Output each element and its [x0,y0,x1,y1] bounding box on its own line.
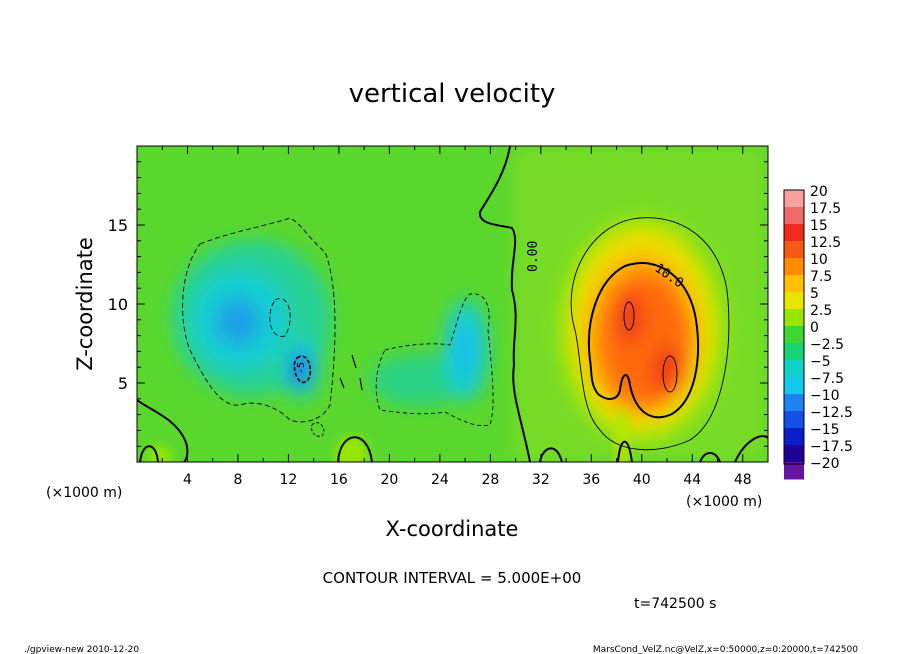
colorbar-swatch [784,462,804,480]
x-tick-label: 8 [233,472,242,488]
colorbar-label: −7.5 [810,371,844,387]
x-tick-label: 48 [734,472,752,488]
x-tick-label: 12 [280,472,298,488]
x-tick-label: 40 [633,472,651,488]
z-axis-label: Z-coordinate [73,237,97,371]
contour-interval-text: CONTOUR INTERVAL = 5.000E+00 [323,569,582,587]
colorbar-swatch [784,241,804,259]
colorbar-label: 2.5 [810,303,832,319]
z-tick-label: 15 [108,216,128,235]
time-label: t=742500 s [634,596,716,612]
colorbar-label: −17.5 [810,439,853,455]
contour-15-a [623,301,635,331]
footer-right: MarsCond_VelZ.nc@VelZ,x=0:50000,z=0:2000… [593,645,858,654]
z-unit-label: (×1000 m) [46,485,122,501]
colorbar-swatch [784,411,804,429]
downdraft-center [370,300,488,406]
x-tick-label: 28 [481,472,499,488]
zero-contour-bump-2 [337,436,373,462]
x-tick-label: 16 [330,472,348,488]
updraft [560,218,724,442]
contour-label-zero: 0.00 [526,241,541,272]
contour-label-minus5: -5 [296,362,307,374]
x-tick-label: 24 [431,472,449,488]
bottom-bump-mid [148,446,172,462]
contour-minus5-speck-1 [311,422,325,437]
contour-minus5-left [182,217,336,423]
colorbar-label: 17.5 [810,201,841,217]
contour-minus10 [293,355,312,384]
z-axis-ticks: 5 10 15 [108,161,768,447]
chart-title: vertical velocity [349,79,556,109]
colorbar-label: 12.5 [810,235,841,251]
colorbar-label: 10 [810,252,828,268]
colorbar-label: 15 [810,218,828,234]
z-tick-label: 10 [108,295,128,314]
contour-minus5-inner [269,298,291,337]
z-tick-label: 5 [118,374,128,393]
updraft-gap [615,408,629,462]
zero-contour-bump-4 [617,440,633,462]
colorbar-label: −12.5 [810,405,853,421]
colorbar-swatch [784,224,804,242]
colorbar: 2017.51512.5107.552.50−2.5−5−7.5−10−12.5… [784,184,853,480]
colorbar-swatch [784,309,804,327]
colorbar-label: 5 [810,286,819,302]
colorbar-label: −15 [810,422,840,438]
colorbar-label: −20 [810,456,840,472]
zero-contour-bottom-edge [699,452,721,462]
colorbar-swatch [784,445,804,463]
colorbar-swatch [784,377,804,395]
colorbar-swatch [784,190,804,208]
colorbar-swatch [784,292,804,310]
colorbar-swatch [784,343,804,361]
colorbar-swatch [784,258,804,276]
downdraft-left [172,240,332,398]
x-tick-label: 32 [532,472,550,488]
x-tick-label: 4 [183,472,192,488]
colorbar-swatch [784,275,804,293]
contour-5 [570,217,730,451]
contour-minus5-speck-2 [339,354,363,391]
colorbar-label: −2.5 [810,337,844,353]
colorbar-swatch [784,207,804,225]
colorbar-swatch [784,394,804,412]
heatmap-field: 0.00 10.0 -5 [137,146,768,462]
x-tick-label: 36 [582,472,600,488]
colorbar-frame [783,189,805,465]
colorbar-label: 0 [810,320,819,336]
colorbar-swatch [784,428,804,446]
contour-15-b [662,355,678,393]
x-tick-label: 20 [380,472,398,488]
zero-contour-bump-3 [139,445,159,462]
x-axis-ticks: 4 8 12 16 20 24 28 32 36 40 44 48 [161,146,752,488]
footer-left: ./gpview-new 2010-12-20 [24,645,139,654]
colorbar-swatch [784,326,804,344]
zero-contour-bump-5 [734,435,768,462]
colorbar-swatch [784,360,804,378]
x-tick-label: 44 [683,472,701,488]
colorbar-label: −5 [810,354,831,370]
x-axis-label: X-coordinate [386,517,519,541]
colorbar-label: 20 [810,184,828,200]
x-unit-label: (×1000 m) [686,494,762,510]
zero-contour-line [478,146,531,462]
zero-contour-left-edge [137,399,189,462]
colorbar-label: 7.5 [810,269,832,285]
contour-10 [588,262,699,419]
colorbar-label: −10 [810,388,840,404]
